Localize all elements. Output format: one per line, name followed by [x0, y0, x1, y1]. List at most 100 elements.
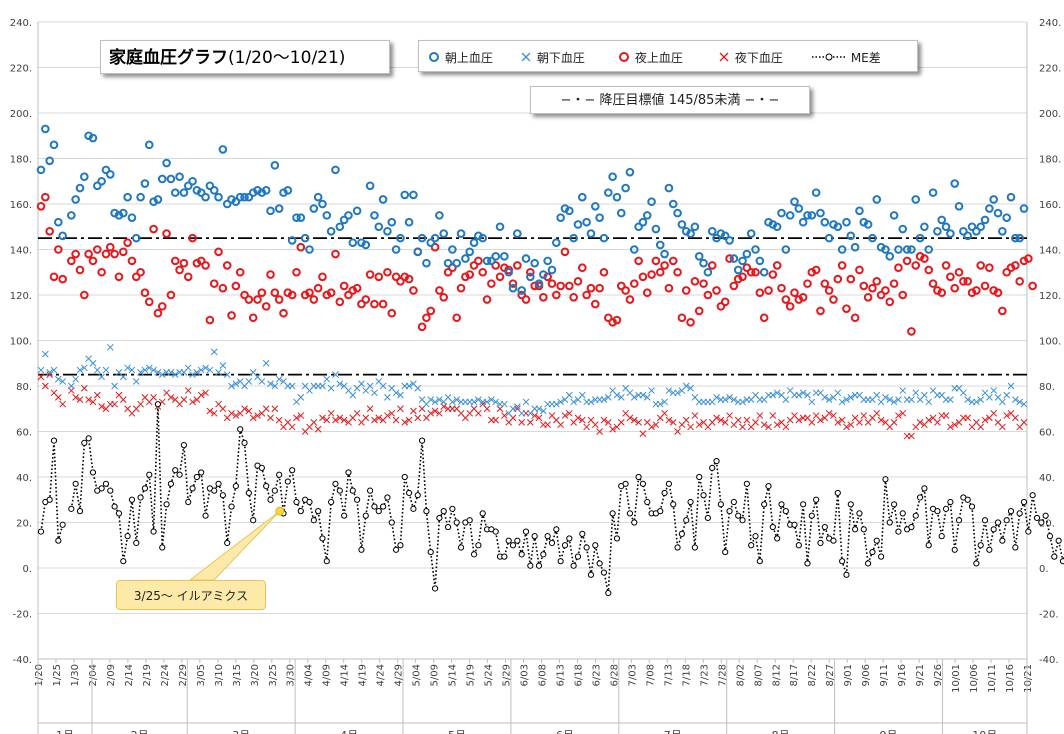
evening-systolic-point — [318, 272, 327, 282]
evening-systolic-point — [196, 256, 206, 266]
morning-systolic-point — [218, 145, 228, 154]
evening-diastolic-point — [830, 412, 837, 419]
morning-systolic-point — [816, 208, 825, 218]
evening-diastolic-point — [990, 409, 998, 417]
evening-diastolic-point — [249, 414, 257, 422]
morning-systolic-point — [482, 256, 492, 266]
evening-systolic-point — [785, 302, 795, 311]
morning-systolic-point — [491, 252, 500, 261]
evening-systolic-point — [357, 299, 366, 309]
x-tick-label: 4/09 — [322, 664, 333, 686]
morning-diastolic-point — [492, 398, 500, 406]
me-diff-point — [839, 558, 846, 565]
evening-systolic-point — [638, 272, 648, 282]
morning-systolic-point — [1002, 213, 1011, 222]
evening-diastolic-point — [366, 405, 374, 413]
evening-systolic-point — [577, 263, 587, 273]
evening-diastolic-point — [544, 421, 552, 429]
month-label: 2月 — [131, 729, 149, 734]
morning-diastolic-point — [67, 382, 75, 390]
me-diff-point — [947, 498, 954, 506]
x-tick-label: 5/09 — [430, 664, 441, 686]
evening-systolic-point — [859, 281, 869, 291]
morning-systolic-point — [634, 222, 643, 232]
evening-systolic-point — [907, 327, 916, 336]
morning-systolic-point — [811, 188, 821, 197]
evening-systolic-point — [465, 270, 475, 279]
morning-diastolic-point — [518, 409, 526, 417]
me-diff-point — [795, 542, 802, 549]
y-tick-label-right: 180. — [1039, 155, 1061, 166]
me-diff-point — [955, 517, 963, 524]
evening-systolic-point — [573, 277, 583, 286]
morning-diastolic-point — [648, 387, 655, 394]
morning-systolic-point — [1006, 192, 1016, 202]
evening-diastolic-point — [37, 373, 45, 381]
y-tick-label-left: -40. — [12, 655, 32, 666]
morning-diastolic-point — [947, 396, 954, 404]
me-diff-point — [146, 471, 153, 478]
evening-diastolic-point — [769, 412, 777, 419]
me-diff-point — [37, 528, 45, 535]
evening-systolic-point — [586, 283, 596, 293]
evening-diastolic-point — [565, 409, 573, 417]
morning-systolic-point — [196, 188, 206, 197]
me-diff-point — [921, 485, 928, 492]
morning-systolic-point — [547, 265, 557, 275]
morning-diastolic-point — [392, 389, 400, 397]
morning-systolic-point — [733, 265, 743, 275]
evening-diastolic-point — [1003, 412, 1011, 419]
x-tick-label: 6/13 — [555, 664, 566, 686]
evening-diastolic-point — [210, 409, 218, 417]
y-tick-label-left: -20. — [12, 610, 32, 621]
morning-systolic-point — [924, 245, 934, 254]
morning-systolic-point — [746, 229, 756, 238]
morning-diastolic-point — [1016, 398, 1024, 406]
evening-systolic-point — [227, 311, 236, 320]
morning-systolic-point — [798, 217, 808, 227]
morning-diastolic-point — [145, 364, 153, 372]
evening-systolic-point — [759, 313, 769, 323]
evening-systolic-point — [131, 272, 141, 282]
morning-diastolic-point — [578, 391, 586, 399]
morning-systolic-point — [694, 252, 704, 261]
morning-diastolic-point — [193, 368, 201, 376]
morning-diastolic-point — [535, 405, 543, 413]
month-label: 3月 — [232, 729, 250, 734]
morning-systolic-point — [370, 211, 379, 220]
morning-diastolic-point — [921, 391, 928, 399]
me-diff-point — [739, 517, 746, 524]
evening-diastolic-point — [834, 419, 842, 426]
x-tick-label: 10/21 — [1023, 664, 1034, 693]
me-diff-point — [626, 510, 634, 517]
evening-diastolic-point — [600, 416, 608, 424]
morning-systolic-point — [452, 258, 462, 268]
morning-diastolic-point — [189, 371, 196, 378]
morning-systolic-point — [318, 199, 327, 209]
me-diff-point — [1003, 517, 1010, 524]
morning-systolic-point — [292, 213, 301, 222]
evening-systolic-point — [868, 283, 877, 293]
x-tick-label: 5/24 — [484, 664, 495, 686]
evening-systolic-point — [54, 245, 63, 254]
me-diff-point — [150, 528, 157, 535]
evening-systolic-point — [846, 274, 856, 284]
me-diff-point — [994, 519, 1002, 526]
evening-systolic-point — [491, 261, 500, 270]
evening-diastolic-point — [765, 423, 772, 431]
me-diff-line — [40, 404, 1064, 594]
morning-systolic-point — [729, 254, 739, 263]
morning-diastolic-point — [349, 391, 357, 399]
evening-systolic-point — [36, 201, 46, 211]
morning-diastolic-point — [245, 378, 253, 385]
morning-diastolic-point — [327, 384, 335, 392]
callout-pointer — [188, 510, 281, 581]
evening-systolic-point — [911, 261, 921, 270]
evening-systolic-point — [621, 286, 630, 295]
evening-diastolic-point — [410, 407, 417, 415]
evening-diastolic-point — [500, 412, 508, 419]
evening-diastolic-point — [310, 419, 318, 426]
evening-diastolic-point — [691, 412, 699, 419]
morning-diastolic-point — [128, 366, 136, 374]
morning-diastolic-point — [427, 396, 435, 404]
